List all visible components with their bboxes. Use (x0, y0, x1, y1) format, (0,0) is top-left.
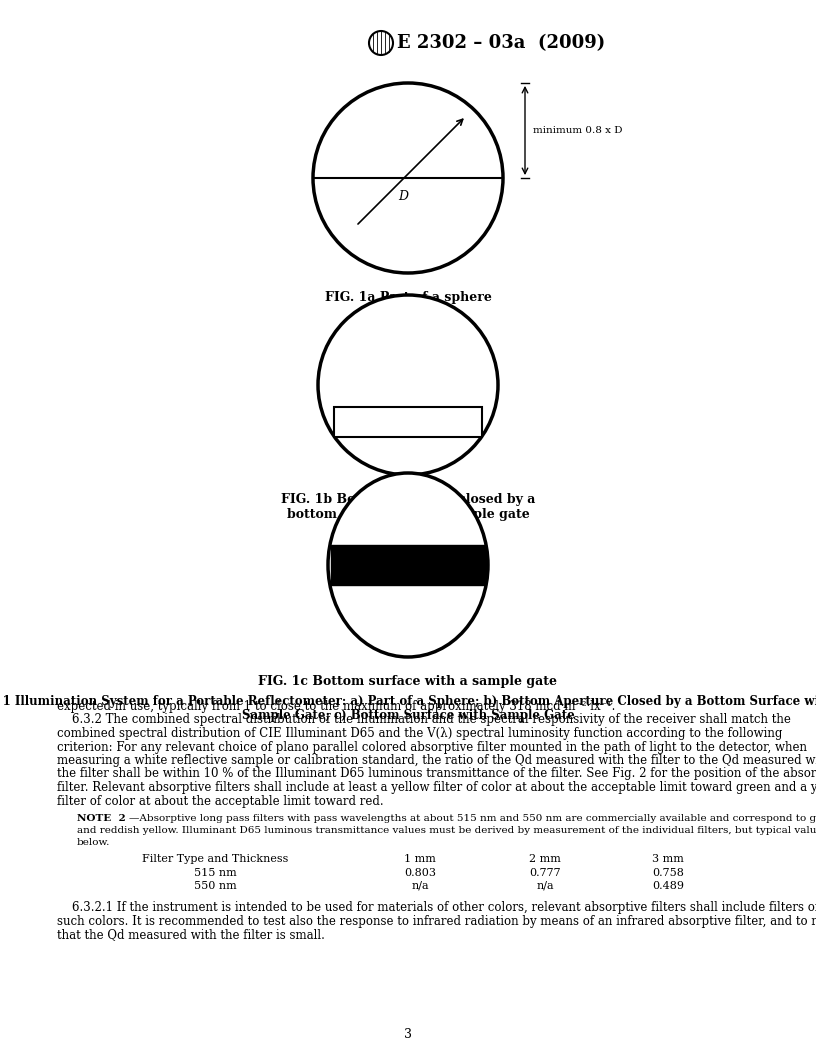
Text: that the Qd measured with the filter is small.: that the Qd measured with the filter is … (57, 928, 325, 941)
Text: FIG. 1 Illumination System for a Portable Reflectometer: a) Part of a Sphere; b): FIG. 1 Illumination System for a Portabl… (0, 695, 816, 708)
Text: FIG. 1b Bottom aperture closed by a
bottom surface with a sample gate: FIG. 1b Bottom aperture closed by a bott… (281, 493, 535, 521)
Text: and reddish yellow. Illuminant D65 luminous transmittance values must be derived: and reddish yellow. Illuminant D65 lumin… (77, 826, 816, 835)
Text: combined spectral distribution of CIE Illuminant D65 and the V(λ) spectral lumin: combined spectral distribution of CIE Il… (57, 727, 783, 740)
Text: measuring a white reflective sample or calibration standard, the ratio of the Qd: measuring a white reflective sample or c… (57, 754, 816, 767)
Text: filter of color at about the acceptable limit toward red.: filter of color at about the acceptable … (57, 794, 384, 808)
FancyBboxPatch shape (334, 407, 482, 437)
Text: 550 nm: 550 nm (193, 881, 237, 891)
Text: 6.3.2.1 If the instrument is intended to be used for materials of other colors, : 6.3.2.1 If the instrument is intended to… (57, 901, 816, 914)
Text: NOTE  2: NOTE 2 (77, 814, 126, 823)
Text: the filter shall be within 10 % of the Illuminant D65 luminous transmittance of : the filter shall be within 10 % of the I… (57, 768, 816, 780)
Text: FIG. 1a Part of a sphere: FIG. 1a Part of a sphere (325, 291, 491, 304)
Text: 3: 3 (404, 1027, 412, 1041)
Circle shape (313, 83, 503, 274)
Text: —Absorptive long pass filters with pass wavelengths at about 515 nm and 550 nm a: —Absorptive long pass filters with pass … (129, 814, 816, 823)
Text: 0.489: 0.489 (652, 881, 684, 891)
Text: below.: below. (77, 838, 110, 847)
Text: E 2302 – 03a  (2009): E 2302 – 03a (2009) (397, 34, 605, 52)
Text: FIG. 1c Bottom surface with a sample gate: FIG. 1c Bottom surface with a sample gat… (259, 675, 557, 689)
Text: 0.777: 0.777 (530, 868, 561, 878)
Ellipse shape (318, 295, 498, 475)
Text: expected in use, typically from 1 to close to the maximum of approximately 318 m: expected in use, typically from 1 to clo… (57, 700, 615, 713)
Text: 1 mm: 1 mm (404, 854, 436, 864)
Text: 6.3.2 The combined spectral distribution of the illumination and the spectral re: 6.3.2 The combined spectral distribution… (57, 714, 791, 727)
Text: criterion: For any relevant choice of plano parallel colored absorptive filter m: criterion: For any relevant choice of pl… (57, 740, 807, 754)
Text: n/a: n/a (411, 881, 429, 891)
FancyBboxPatch shape (330, 545, 486, 585)
Text: n/a: n/a (536, 881, 554, 891)
Text: filter. Relevant absorptive filters shall include at least a yellow filter of co: filter. Relevant absorptive filters shal… (57, 781, 816, 794)
Text: such colors. It is recommended to test also the response to infrared radiation b: such colors. It is recommended to test a… (57, 914, 816, 927)
Ellipse shape (328, 473, 488, 657)
Text: 0.758: 0.758 (652, 868, 684, 878)
Text: Filter Type and Thickness: Filter Type and Thickness (142, 854, 288, 864)
Text: 3 mm: 3 mm (652, 854, 684, 864)
Text: 0.803: 0.803 (404, 868, 436, 878)
Text: 2 mm: 2 mm (529, 854, 561, 864)
Text: 515 nm: 515 nm (193, 868, 237, 878)
Text: minimum 0.8 x D: minimum 0.8 x D (533, 126, 623, 135)
Text: D: D (398, 189, 408, 203)
Text: Sample Gate; c) Bottom Surface with Sample Gate: Sample Gate; c) Bottom Surface with Samp… (242, 709, 574, 722)
